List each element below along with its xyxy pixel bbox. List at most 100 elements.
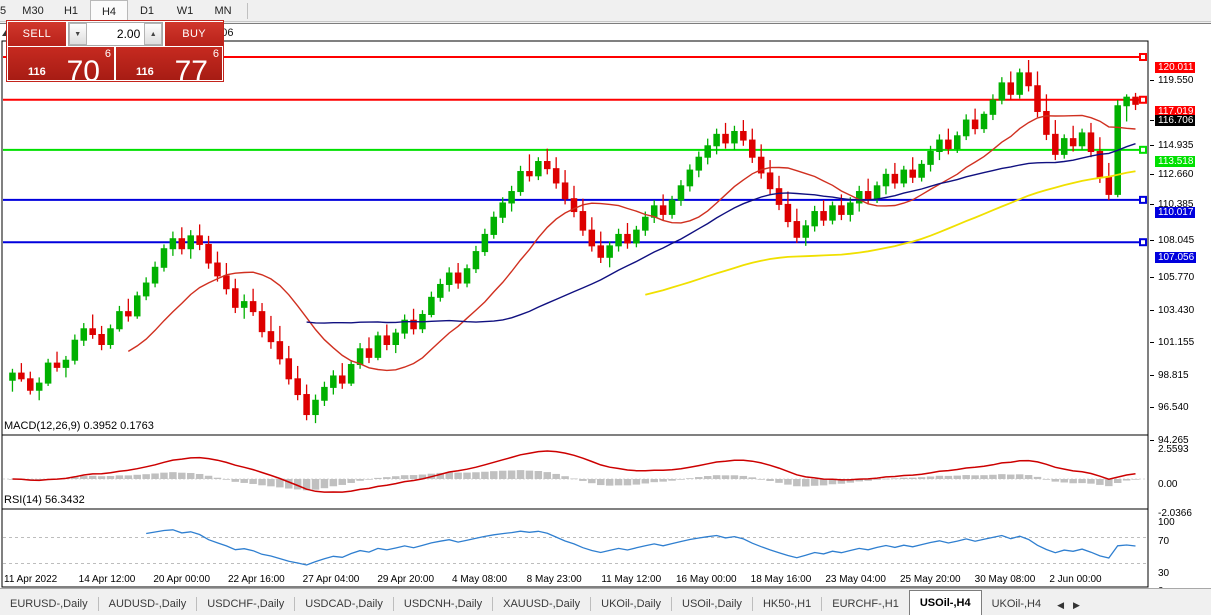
tab-scroll-controls[interactable]: ◀ ▶ xyxy=(1057,600,1080,615)
tab-divider xyxy=(751,597,753,611)
time-axis[interactable]: 11 Apr 2022 14 Apr 12:00 20 Apr 00:00 22 Ap… xyxy=(0,573,1148,588)
volume-decrease-button[interactable]: ▼ xyxy=(68,23,87,45)
price-axis-tick xyxy=(1150,440,1154,441)
macd-indicator-label: MACD(12,26,9) 0.3952 0.1763 xyxy=(4,420,154,432)
chart-tab-ukoil-daily[interactable]: UKOil-,Daily xyxy=(601,598,662,610)
timeframe-button-m5[interactable]: 5 xyxy=(0,4,7,17)
price-axis-tick xyxy=(1150,204,1154,205)
chart-tab-bar[interactable]: EURUSD-,Daily AUDUSD-,Daily USDCHF-,Daily U… xyxy=(0,588,1211,615)
price-axis-label[interactable]: 107.056 xyxy=(1155,252,1197,263)
chart-tab-usdcad-daily[interactable]: USDCAD-,Daily xyxy=(305,598,383,610)
price-axis-tick xyxy=(1150,145,1154,146)
price-axis-tick xyxy=(1150,277,1154,278)
chart-tab-xauusd-daily[interactable]: XAUUSD-,Daily xyxy=(503,598,581,610)
tab-divider xyxy=(492,597,494,611)
chart-tab-audusd-daily[interactable]: AUDUSD-,Daily xyxy=(108,598,187,610)
timeframe-button-m30[interactable]: M30 xyxy=(22,4,44,17)
tab-divider xyxy=(294,597,296,611)
rsi-axis-label: 100 xyxy=(1158,517,1175,528)
chart-tab-hk50-h1[interactable]: HK50-,H1 xyxy=(762,598,812,610)
time-axis-label: 29 Apr 20:00 xyxy=(377,574,435,585)
time-axis-label: 20 Apr 00:00 xyxy=(153,574,211,585)
toolbar-divider xyxy=(247,2,248,19)
time-axis-label: 30 May 08:00 xyxy=(974,574,1036,585)
time-axis-label: 23 May 04:00 xyxy=(825,574,886,585)
volume-stepper[interactable]: ▼ 2.00 ▲ xyxy=(67,22,164,46)
time-axis-label: 11 Apr 2022 xyxy=(4,574,58,585)
price-axis-tick xyxy=(1150,174,1154,175)
time-axis-label: 25 May 20:00 xyxy=(900,574,961,585)
price-axis-label: 110.385 xyxy=(1158,199,1194,210)
bid-price-main: 70 xyxy=(66,55,100,81)
bid-price-prefix: 116 xyxy=(28,66,46,78)
timeframe-button-d1[interactable]: D1 xyxy=(139,4,155,17)
ask-price-point: 6 xyxy=(212,48,219,60)
ask-price-main: 77 xyxy=(174,55,208,81)
tab-divider xyxy=(196,597,198,611)
chart-tab-eurchf-h1[interactable]: EURCHF-,H1 xyxy=(832,598,899,610)
price-axis-tick xyxy=(1150,120,1154,121)
price-axis-tick xyxy=(1150,80,1154,81)
chart-tab-eurusd-daily[interactable]: EURUSD-,Daily xyxy=(10,598,88,610)
timeframe-button-h4[interactable]: H4 xyxy=(90,0,128,22)
one-click-trading-panel[interactable]: SELL ▼ 2.00 ▲ BUY 116 70 6 116 77 6 xyxy=(6,20,224,82)
chevron-left-icon[interactable]: ◀ xyxy=(1057,600,1065,610)
macd-axis-label: 0.00 xyxy=(1158,479,1178,490)
timeframe-button-h1[interactable]: H1 xyxy=(63,4,79,17)
time-axis-label: 4 May 08:00 xyxy=(452,574,508,585)
timeframe-toolbar: 5 M30 H1 H4 D1 W1 MN xyxy=(0,0,1211,22)
tab-divider xyxy=(671,597,673,611)
chart-plot-area[interactable] xyxy=(0,40,1211,588)
sell-button[interactable]: SELL xyxy=(8,22,66,46)
chevron-right-icon[interactable]: ▶ xyxy=(1073,600,1080,610)
bid-price-button[interactable]: 116 70 6 xyxy=(8,47,114,80)
price-axis-label: 101.155 xyxy=(1158,337,1195,348)
price-axis-label[interactable]: 120.011 xyxy=(1155,62,1196,73)
time-axis-label: 2 Jun 00:00 xyxy=(1049,574,1102,585)
price-axis-label: 103.430 xyxy=(1158,305,1195,316)
price-axis-tick xyxy=(1150,407,1154,408)
macd-axis-label: 2.5593 xyxy=(1158,444,1189,455)
chart-tab-ukoil-h4[interactable]: UKOil-,H4 xyxy=(991,598,1042,610)
ask-price-prefix: 116 xyxy=(136,66,154,78)
tab-divider xyxy=(97,597,99,611)
chart-tab-usoil-h4[interactable]: USOil-,H4 xyxy=(908,590,982,615)
price-axis-label[interactable]: 113.518 xyxy=(1155,156,1196,167)
time-axis-label: 8 May 23:00 xyxy=(526,574,582,585)
time-axis-label: 14 Apr 12:00 xyxy=(78,574,136,585)
bid-price-point: 6 xyxy=(104,48,111,60)
buy-button[interactable]: BUY xyxy=(165,22,223,46)
price-axis-label: 98.815 xyxy=(1158,370,1189,381)
quote-row: 116 70 6 116 77 6 xyxy=(7,47,223,81)
rsi-axis-label: 70 xyxy=(1158,536,1170,547)
price-axis-label: 96.540 xyxy=(1158,402,1189,413)
volume-increase-button[interactable]: ▲ xyxy=(144,23,163,45)
price-axis-label[interactable]: 117.019 xyxy=(1155,106,1196,117)
price-axis-tick xyxy=(1150,240,1154,241)
price-axis-label: 112.660 xyxy=(1158,169,1194,180)
price-axis-label: 105.770 xyxy=(1158,272,1195,283)
chart-tab-usdcnh-daily[interactable]: USDCNH-,Daily xyxy=(403,598,483,610)
timeframe-button-w1[interactable]: W1 xyxy=(176,4,194,17)
price-axis-label: 116.706 xyxy=(1155,115,1196,126)
price-axis-label: 94.265 xyxy=(1158,435,1189,446)
timeframe-button-mn[interactable]: MN xyxy=(214,4,232,17)
time-axis-label: 16 May 00:00 xyxy=(676,574,737,585)
price-axis-label: 114.935 xyxy=(1158,140,1194,151)
chart-canvas[interactable] xyxy=(0,40,1211,589)
price-axis-label: 108.045 xyxy=(1158,235,1195,246)
price-axis-tick xyxy=(1150,342,1154,343)
tab-divider xyxy=(392,597,394,611)
chart-window[interactable]: USOil-,H4 117.367 117.385 116.508 116.70… xyxy=(0,23,1211,597)
price-axis-label[interactable]: 110.017 xyxy=(1155,207,1196,218)
chart-tab-usoil-daily[interactable]: USOil-,Daily xyxy=(682,598,742,610)
tab-divider xyxy=(590,597,592,611)
price-axis-label: 119.550 xyxy=(1158,75,1194,86)
volume-input[interactable]: 2.00 xyxy=(116,27,141,41)
price-axis-tick xyxy=(1150,375,1154,376)
trade-controls-row: SELL ▼ 2.00 ▲ BUY xyxy=(7,21,223,47)
price-axis-tick xyxy=(1150,310,1154,311)
time-axis-label: 22 Apr 16:00 xyxy=(228,574,285,585)
ask-price-button[interactable]: 116 77 6 xyxy=(116,47,222,80)
chart-tab-usdchf-daily[interactable]: USDCHF-,Daily xyxy=(207,598,285,610)
